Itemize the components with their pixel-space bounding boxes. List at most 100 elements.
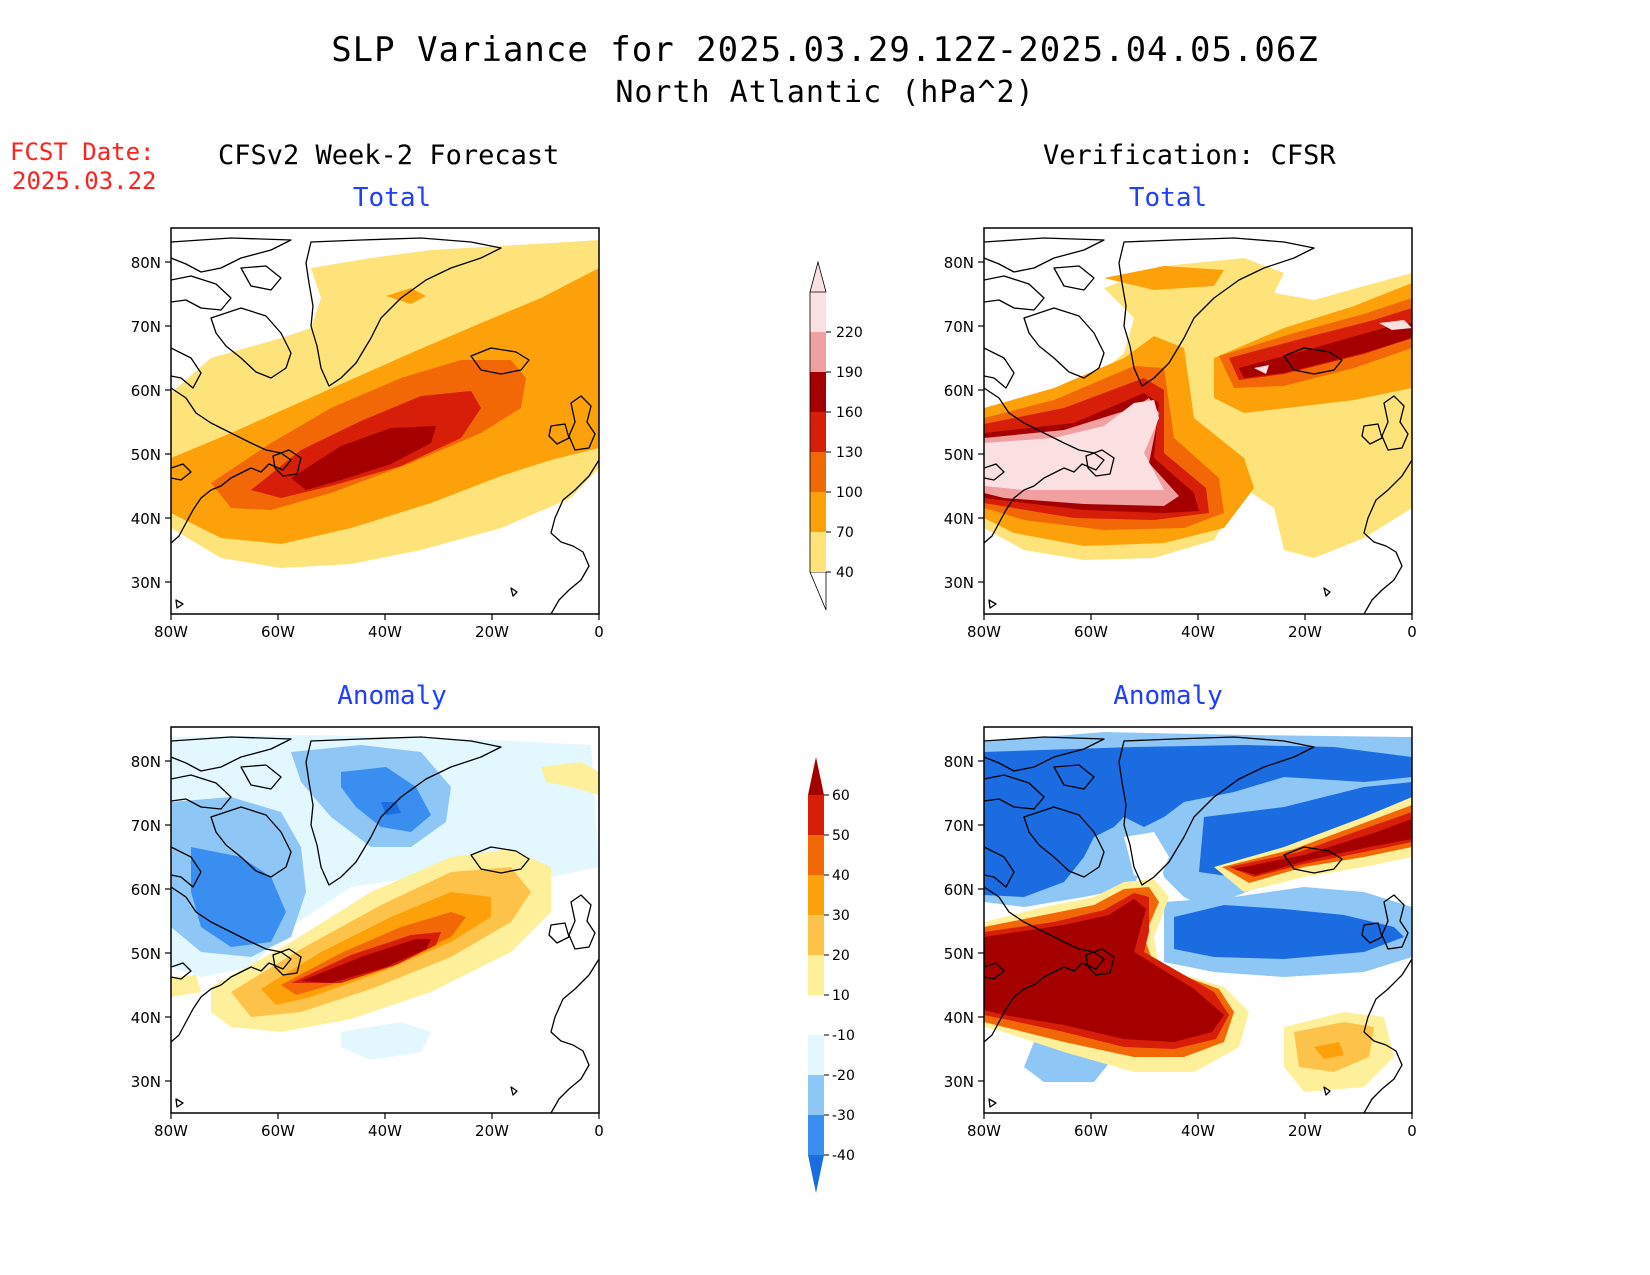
colorbar-top-arrow (808, 757, 824, 795)
lon-tick-label: 0 (594, 1122, 604, 1140)
colorbar-segment (808, 915, 824, 955)
verification-total-map: 80N 70N 60N 50N 40N 30N 80W 60W 40W 20W 0 (944, 227, 1417, 641)
lat-tick-label: 70N (944, 817, 974, 835)
lat-tick-label: 30N (944, 574, 974, 592)
fcst-date-label: FCST Date: (10, 138, 155, 166)
lon-tick-label: 0 (594, 623, 604, 641)
contour-fill-5 (341, 767, 431, 832)
verification-anomaly-label: Anomaly (1113, 681, 1223, 711)
colorbar-segment (810, 412, 826, 452)
lon-tick-label: 80W (967, 1122, 1001, 1140)
lat-tick-label: 30N (944, 1073, 974, 1091)
forecast-total-map: 80N 70N 60N 50N 40N 30N 80W 60W 40W 20W 0 (131, 227, 604, 641)
contour-fill-18 (1234, 819, 1412, 875)
colorbar-label: -30 (832, 1108, 855, 1124)
lat-tick-label: 70N (131, 318, 161, 336)
lon-tick-label: 60W (1074, 623, 1108, 641)
colorbar-label: 40 (836, 565, 854, 581)
lon-tick-label: 40W (1181, 1122, 1215, 1140)
lat-tick-label: 80N (131, 753, 161, 771)
contour-fill-1 (1104, 266, 1224, 290)
lat-tick-label: 70N (131, 817, 161, 835)
contour-fill-16 (1229, 812, 1412, 877)
colorbar-label: -20 (832, 1068, 855, 1084)
lat-tick-label: 60N (131, 881, 161, 899)
contour-fill-2 (386, 288, 426, 304)
contour-fill-12 (1254, 365, 1269, 374)
contour-fill-1 (341, 1022, 431, 1060)
colorbar-label: 220 (836, 325, 863, 341)
colorbar-label: 20 (832, 948, 850, 964)
forecast-anomaly-label: Anomaly (337, 681, 447, 711)
colorbar-label: 60 (832, 788, 850, 804)
lon-tick-label: 80W (967, 623, 1001, 641)
contour-fill-4 (984, 745, 1412, 897)
lon-tick-label: 0 (1407, 1122, 1417, 1140)
verification-anomaly-map: 80N 70N 60N 50N 40N 30N 80W 60W 40W 20W 0 (944, 726, 1417, 1140)
lat-tick-label: 50N (131, 446, 161, 464)
lat-tick-label: 30N (131, 574, 161, 592)
forecast-anomaly-map: 80N 70N 60N 50N 40N 30N 80W 60W 40W 20W 0 (131, 726, 604, 1140)
colorbar-label: -40 (832, 1148, 855, 1164)
lat-tick-label: 40N (944, 1009, 974, 1027)
forecast-column-title: CFSv2 Week-2 Forecast (218, 140, 560, 171)
colorbar-segment (810, 452, 826, 492)
colorbar-label: -10 (832, 1028, 855, 1044)
contour-fill-5 (1199, 782, 1412, 877)
lat-tick-label: 40N (131, 510, 161, 528)
colorbar-label: 130 (836, 445, 863, 461)
figure-subtitle: North Atlantic (hPa^2) (615, 75, 1035, 110)
lat-tick-label: 40N (131, 1009, 161, 1027)
contour-fill-6 (1174, 905, 1404, 959)
lat-tick-label: 80N (944, 254, 974, 272)
contour-fill-17 (984, 899, 1224, 1042)
verification-total-label: Total (1128, 183, 1208, 213)
lon-tick-label: 80W (154, 1122, 188, 1140)
colorbar-top-arrow (809, 260, 827, 293)
lon-tick-label: 40W (1181, 623, 1215, 641)
colorbar-label: 50 (832, 828, 850, 844)
lat-tick-label: 30N (131, 1073, 161, 1091)
colorbar-segment (810, 292, 826, 332)
colorbar-segment (808, 795, 824, 835)
fcst-date-value: 2025.03.22 (12, 167, 157, 195)
lat-tick-label: 50N (944, 446, 974, 464)
contour-fill-14 (301, 939, 431, 983)
lon-tick-label: 80W (154, 623, 188, 641)
colorbar-segment (810, 492, 826, 532)
anomaly-colorbar: -40 -30 -20 -10 10 20 30 40 50 60 (808, 757, 855, 1193)
lon-tick-label: 20W (475, 623, 509, 641)
forecast-total-label: Total (352, 183, 432, 213)
lon-tick-label: 60W (1074, 1122, 1108, 1140)
contour-fill-11 (984, 400, 1164, 490)
colorbar-label: 10 (832, 988, 850, 1004)
lat-tick-label: 70N (944, 318, 974, 336)
contour-fill-13 (1379, 320, 1412, 330)
colorbar-bottom-arrow (808, 1155, 824, 1193)
lat-tick-label: 60N (944, 881, 974, 899)
colorbar-segment (808, 835, 824, 875)
colorbar-segment (808, 955, 824, 995)
colorbar-bottom-arrow (809, 571, 827, 611)
colorbar-segment (808, 1075, 824, 1115)
colorbar-segment (808, 1035, 824, 1075)
contour-fill-9 (1239, 323, 1412, 378)
lon-tick-label: 20W (1288, 1122, 1322, 1140)
contour-fill-5 (291, 426, 436, 490)
colorbar-segment (808, 1115, 824, 1155)
colorbar-label: 160 (836, 405, 863, 421)
lon-tick-label: 20W (475, 1122, 509, 1140)
lon-tick-label: 40W (368, 623, 402, 641)
figure-title: SLP Variance for 2025.03.29.12Z-2025.04.… (331, 30, 1319, 70)
lon-tick-label: 0 (1407, 623, 1417, 641)
colorbar-label: 190 (836, 365, 863, 381)
lat-tick-label: 50N (944, 945, 974, 963)
colorbar-segment (808, 995, 824, 1035)
contour-fill-9 (171, 975, 201, 997)
colorbar-label: 30 (832, 908, 850, 924)
colorbar-segment (810, 532, 826, 572)
colorbar-segment (810, 372, 826, 412)
total-colorbar: 40 70 100 130 160 190 220 (809, 260, 863, 611)
lat-tick-label: 60N (131, 382, 161, 400)
